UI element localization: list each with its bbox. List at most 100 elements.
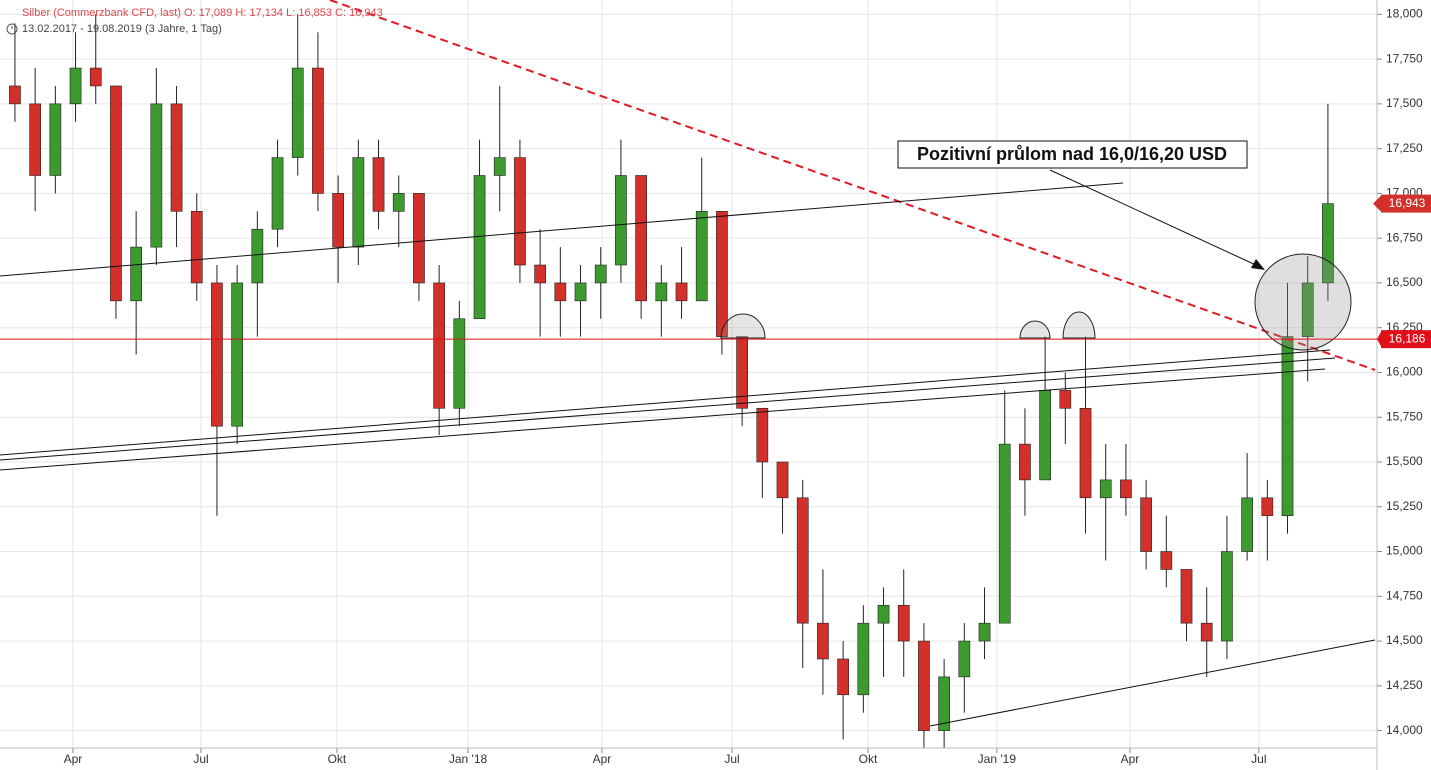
candle-body bbox=[998, 443, 1011, 624]
candle-body bbox=[695, 211, 708, 302]
arrow-head bbox=[1251, 259, 1265, 270]
annotation-box bbox=[897, 140, 1248, 169]
last-price-arrow bbox=[1373, 194, 1382, 213]
trend-line bbox=[0, 182, 1124, 277]
candle-body bbox=[392, 193, 405, 212]
candle-body bbox=[1079, 407, 1092, 499]
candle-body bbox=[978, 622, 991, 642]
candle-body bbox=[877, 604, 890, 624]
candle-body bbox=[1322, 203, 1334, 284]
candle-body bbox=[675, 282, 688, 302]
clock-icon bbox=[6, 23, 18, 35]
y-tick-label: 15,750 bbox=[1386, 409, 1423, 423]
candle-body bbox=[574, 282, 587, 302]
y-tick-label: 17,250 bbox=[1386, 141, 1423, 155]
candle-body bbox=[231, 282, 243, 427]
candle-body bbox=[1241, 497, 1253, 552]
annotation: Pozitivní průlom nad 16,0/16,20 USD bbox=[917, 144, 1227, 164]
y-tick-label: 18,000 bbox=[1386, 6, 1423, 20]
candle-body bbox=[251, 228, 264, 284]
y-tick-label: 16,500 bbox=[1386, 275, 1423, 289]
candle-body bbox=[857, 622, 870, 696]
drawings bbox=[0, 0, 1376, 727]
y-tick-label: 17,750 bbox=[1386, 51, 1423, 65]
y-tick-label: 16,750 bbox=[1386, 230, 1423, 244]
candle-body bbox=[312, 67, 324, 194]
level-tag bbox=[1381, 330, 1431, 349]
candle-body bbox=[514, 157, 526, 266]
candle-body bbox=[453, 318, 466, 409]
level-tag-arrow bbox=[1377, 330, 1382, 349]
candle-body bbox=[1039, 390, 1051, 481]
candle-body bbox=[413, 193, 425, 284]
chart-title: Silber (Commerzbank CFD, last) O: 17,089… bbox=[22, 7, 383, 19]
candle-body bbox=[756, 407, 769, 463]
candle-body bbox=[473, 175, 486, 320]
trend-line bbox=[0, 357, 1336, 461]
candle-body bbox=[69, 67, 82, 105]
candle-body bbox=[554, 282, 567, 302]
candle-body bbox=[635, 175, 647, 302]
candle-body bbox=[1261, 497, 1274, 517]
candle-body bbox=[918, 640, 930, 731]
x-tick-label: Jul bbox=[193, 752, 208, 766]
candle-body bbox=[1120, 479, 1132, 499]
candle-body bbox=[938, 676, 950, 731]
candle-body bbox=[817, 622, 829, 660]
candle-body bbox=[615, 175, 627, 266]
trend-line bbox=[0, 368, 1326, 471]
candle-body bbox=[716, 211, 728, 337]
trend-line bbox=[329, 0, 1376, 371]
x-tick-label: Okt bbox=[859, 752, 878, 766]
candle-body bbox=[110, 85, 122, 302]
y-tick-label: 14,750 bbox=[1386, 588, 1423, 602]
candle-body bbox=[170, 103, 183, 212]
candle-body bbox=[837, 658, 849, 696]
candle-body bbox=[776, 461, 789, 499]
candle-body bbox=[1019, 443, 1031, 481]
trend-line bbox=[929, 639, 1376, 727]
candle-body bbox=[1301, 282, 1314, 337]
subtitle: 13.02.2017 - 19.08.2019 (3 Jahre, 1 Tag) bbox=[22, 23, 222, 35]
y-tick-label: 14,250 bbox=[1386, 678, 1423, 692]
y-tick-label: 15,000 bbox=[1386, 544, 1423, 558]
candle-body bbox=[1180, 569, 1193, 624]
candle-body bbox=[332, 193, 344, 248]
candle-body bbox=[1140, 497, 1152, 552]
x-tick-label: Apr bbox=[1121, 752, 1140, 766]
candle-body bbox=[534, 264, 546, 284]
candle-body bbox=[493, 157, 506, 176]
x-tick-label: Jan '18 bbox=[449, 752, 488, 766]
y-tick-label: 16,000 bbox=[1386, 365, 1423, 379]
top-marker bbox=[1062, 311, 1096, 339]
candle-body bbox=[594, 264, 607, 284]
candles bbox=[9, 14, 1334, 749]
candle-body bbox=[958, 640, 971, 678]
candle-body bbox=[433, 282, 445, 409]
candle-body bbox=[130, 246, 142, 302]
y-tick-label: 14,000 bbox=[1386, 723, 1423, 737]
y-tick-label: 15,250 bbox=[1386, 499, 1423, 513]
last-price-label: 16,943 bbox=[1389, 196, 1426, 210]
level-label: 16,186 bbox=[1389, 331, 1426, 345]
x-tick-label: Okt bbox=[328, 752, 347, 766]
candle-body bbox=[1099, 479, 1112, 499]
candle-body bbox=[211, 282, 223, 427]
candle-body bbox=[190, 211, 203, 284]
x-tick-label: Jul bbox=[724, 752, 739, 766]
y-tick-label: 17,500 bbox=[1386, 96, 1423, 110]
candle-body bbox=[89, 67, 102, 87]
x-tick-label: Apr bbox=[593, 752, 612, 766]
candle-body bbox=[291, 67, 304, 158]
y-tick-label: 15,500 bbox=[1386, 454, 1423, 468]
top-marker bbox=[720, 313, 766, 339]
x-tick-label: Jul bbox=[1251, 752, 1266, 766]
last-price-tag bbox=[1381, 194, 1431, 213]
y-tick-label: 14,500 bbox=[1386, 633, 1423, 647]
highlight-circle bbox=[1254, 253, 1352, 351]
x-tick-label: Jan '19 bbox=[978, 752, 1017, 766]
candle-body bbox=[29, 103, 42, 176]
candle-body bbox=[150, 103, 163, 248]
